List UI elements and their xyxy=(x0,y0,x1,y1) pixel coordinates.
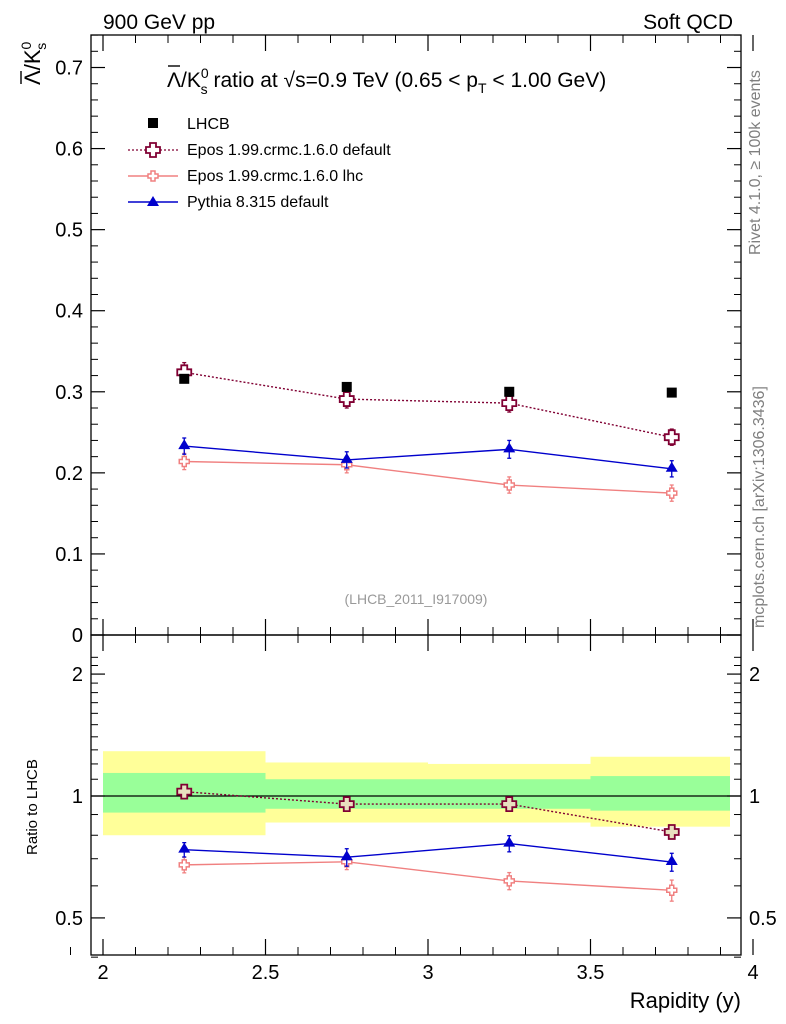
xtick-label: 2 xyxy=(97,962,108,984)
legend-entry-epos-default: Epos 1.99.crmc.1.6.0 default xyxy=(128,142,391,159)
ratio-point-epos_default xyxy=(663,824,680,840)
ratio-point-pythia xyxy=(178,842,191,853)
main-point-lhcb xyxy=(341,381,352,392)
main-line-epos_lhc xyxy=(184,460,672,494)
main-ytick-label: 0.2 xyxy=(55,463,83,485)
main-line-pythia xyxy=(184,445,672,470)
ratio-point-epos_lhc xyxy=(178,859,190,871)
main-ticks: 0 0.1 0.2 0.3 0.4 0.5 0.6 0.7 xyxy=(55,34,754,647)
xtick-label: 3 xyxy=(422,962,433,984)
ratio-point-epos_lhc xyxy=(666,884,678,897)
ylabel-sub: s xyxy=(33,43,49,50)
main-ytick-label: 0.6 xyxy=(55,139,83,161)
main-point-pythia xyxy=(340,452,353,463)
ratio-panel: 2 2.5 3 3.5 4 0.5 0.5 1 1 2 2 Ratio to LHCB Rapidi… xyxy=(24,634,777,1013)
legend-marker-epos-default xyxy=(145,142,161,158)
ratio-point-epos_lhc xyxy=(503,875,515,887)
legend-label-epos-lhc: Epos 1.99.crmc.1.6.0 lhc xyxy=(187,168,363,185)
main-ytick-label: 0 xyxy=(72,625,83,647)
main-ytick-label: 0.7 xyxy=(55,58,83,80)
ylabel-k: /K xyxy=(20,49,45,70)
title-pt-sub: T xyxy=(478,80,487,96)
title-energy: =0.9 TeV (0.65 < p xyxy=(306,69,478,92)
ratio-ytick-label: 2 xyxy=(72,664,83,686)
ratio-ylabel: Ratio to LHCB xyxy=(24,759,41,855)
main-ytick-label: 0.4 xyxy=(55,301,83,323)
ratio-point-epos_default xyxy=(338,796,355,812)
ratio-line-pythia xyxy=(184,842,672,863)
main-ytick-label: 0.1 xyxy=(55,544,83,566)
main-ylabel: Λ/K0s xyxy=(18,42,49,86)
title-mid: ratio at xyxy=(208,69,284,92)
ratio-ytick-label-right: 1 xyxy=(749,786,760,808)
main-point-lhcb xyxy=(666,387,677,398)
ratio-ytick-label-right: 0.5 xyxy=(749,908,777,930)
ratio-frame xyxy=(90,634,742,956)
ratio-band-inner xyxy=(590,776,730,811)
title-end: < 1.00 GeV) xyxy=(487,69,607,92)
main-point-epos_default xyxy=(663,429,680,446)
ratio-ytick-label: 1 xyxy=(72,786,83,808)
legend-entry-epos-lhc: Epos 1.99.crmc.1.6.0 lhc xyxy=(128,168,363,185)
title-k-sub: s xyxy=(201,81,208,97)
title-k-sup: 0 xyxy=(201,65,209,81)
main-point-epos_default xyxy=(338,391,355,407)
ratio-point-epos_default xyxy=(176,783,193,800)
legend-entry-lhcb: LHCB xyxy=(148,116,230,133)
legend-entry-pythia: Pythia 8.315 default xyxy=(128,194,329,211)
title-k: /K xyxy=(181,69,201,92)
main-point-epos_lhc xyxy=(666,487,678,499)
header-left: 900 GeV pp xyxy=(103,11,215,34)
main-point-lhcb xyxy=(179,373,190,384)
xlabel: Rapidity (y) xyxy=(630,988,741,1013)
main-point-epos_default xyxy=(501,395,518,412)
ratio-ytick-label: 0.5 xyxy=(55,908,83,930)
main-point-epos_lhc xyxy=(503,479,515,491)
legend-marker-lhcb xyxy=(148,118,158,128)
ylabel-lambda: Λ xyxy=(20,70,45,85)
ylabel-sup: 0 xyxy=(18,42,34,50)
xtick-label: 2.5 xyxy=(252,962,280,984)
title-root: √s xyxy=(284,69,306,92)
legend: LHCB Epos 1.99.crmc.1.6.0 default Epos 1… xyxy=(128,116,391,211)
ratio-point-pythia xyxy=(503,836,516,847)
main-point-pythia xyxy=(503,442,516,453)
ratio-point-pythia xyxy=(665,855,678,866)
legend-label-lhcb: LHCB xyxy=(187,116,230,133)
ratio-point-epos_default xyxy=(501,796,518,812)
chart-title: Λ/K0 s ratio at √s=0.9 TeV (0.65 < pT < 1… xyxy=(167,65,606,97)
ratio-point-pythia xyxy=(340,850,353,861)
ratio-data-layer xyxy=(91,751,741,902)
main-point-lhcb xyxy=(504,386,515,397)
legend-label-pythia: Pythia 8.315 default xyxy=(187,194,329,211)
main-point-epos_lhc xyxy=(178,455,190,468)
ratio-ticks: 2 2.5 3 3.5 4 0.5 0.5 1 1 2 2 xyxy=(55,635,777,984)
title-lambda: Λ xyxy=(167,69,181,92)
ylabel-text: Λ/K0s xyxy=(18,42,49,86)
analysis-label: (LHCB_2011_I917009) xyxy=(345,591,488,607)
side-text-rivet: Rivet 4.1.0, ≥ 100k events xyxy=(747,70,764,255)
main-panel: 00.10.20.30.40.50.60.7 Λ/K0 s ratio at √s… xyxy=(18,34,754,647)
ratio-ytick-label-right: 2 xyxy=(749,664,760,686)
main-point-pythia xyxy=(178,439,191,450)
xtick-label: 3.5 xyxy=(577,962,605,984)
main-ytick-label: 0.5 xyxy=(55,220,83,242)
side-text-mcplots: mcplots.cern.ch [arXiv:1306.3436] xyxy=(751,386,768,628)
legend-label-epos-default: Epos 1.99.crmc.1.6.0 default xyxy=(187,142,391,159)
main-ytick-label: 0.3 xyxy=(55,382,83,404)
xtick-label: 4 xyxy=(747,962,758,984)
legend-marker-pythia xyxy=(147,196,159,206)
ratio-line-epos_lhc xyxy=(184,861,672,892)
ratio-line-epos_default xyxy=(184,790,672,833)
header-right: Soft QCD xyxy=(643,11,733,34)
main-point-pythia xyxy=(665,461,678,472)
legend-marker-epos-lhc xyxy=(147,170,159,182)
main-line-epos_default xyxy=(184,371,672,438)
main-data-layer xyxy=(176,361,680,502)
